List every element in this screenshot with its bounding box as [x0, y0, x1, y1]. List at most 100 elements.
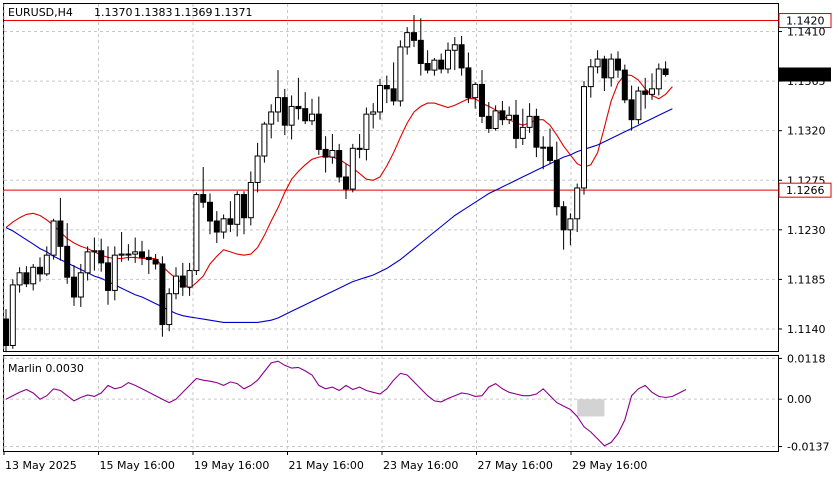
bullish-candle-body [288, 105, 295, 126]
bearish-candle-body [343, 176, 349, 190]
bullish-candle-body [193, 194, 200, 272]
bearish-candle-body [479, 83, 485, 117]
bearish-candle-body [322, 148, 329, 158]
bullish-candle-body [268, 111, 275, 125]
bullish-candle-body [608, 58, 615, 79]
bullish-candle-body [574, 187, 581, 220]
indicator-highlight [577, 399, 605, 417]
bearish-candle-body [560, 206, 567, 231]
indicator-tick-label: 0.00 [787, 393, 812, 406]
bearish-candle-body [159, 263, 166, 326]
bullish-candle-body [16, 272, 23, 286]
bearish-candle-body [356, 147, 363, 150]
bearish-candle-body [71, 276, 77, 298]
bearish-candle-body [417, 39, 424, 64]
bullish-candle-body [445, 49, 451, 70]
level-tag [778, 182, 832, 198]
bullish-candle-body [118, 253, 125, 256]
bullish-candle-body [125, 253, 132, 256]
price-panel-frame [3, 3, 779, 352]
price-grid [3, 4, 778, 351]
bearish-candle-body [465, 67, 472, 99]
price-tick-label: 1.1230 [787, 224, 826, 237]
bullish-candle-body [349, 147, 356, 190]
bullish-candle-body [363, 113, 370, 150]
bearish-candle-body [513, 114, 519, 139]
bullish-candle-body [186, 270, 193, 288]
bullish-candle-body [84, 251, 91, 274]
time-tick-label: 21 May 16:00 [289, 459, 364, 472]
bearish-candle-body [615, 58, 621, 71]
bullish-candle-body [43, 254, 50, 275]
indicator-highlight-box [577, 399, 605, 417]
time-tick-label: 29 May 16:00 [572, 459, 647, 472]
level-tag [778, 13, 832, 29]
bullish-candle-body [91, 250, 98, 253]
price-tags: 1.1420 1.1266 1.1371 [778, 13, 832, 198]
indicator-line [5, 360, 687, 447]
price-tick-label: 1.1320 [787, 125, 826, 138]
bullish-candle-body [309, 113, 315, 122]
close-value: 1.1371 [214, 6, 253, 19]
bearish-candle-body [145, 256, 152, 261]
high-value: 1.1383 [134, 6, 173, 19]
time-tick-label: 23 May 16:00 [383, 459, 458, 472]
bearish-candle-body [227, 218, 234, 225]
bullish-candle-body [581, 86, 587, 189]
bearish-candle-body [662, 68, 669, 76]
bearish-candle-body [213, 220, 220, 233]
bullish-candle-body [261, 123, 268, 157]
bullish-candle-body [111, 254, 118, 291]
bearish-candle-body [601, 58, 608, 79]
bearish-candle-body [207, 201, 213, 222]
time-tick-label: 13 May 2025 [5, 459, 77, 472]
bearish-candle-body [547, 146, 553, 161]
bullish-candle-body [519, 126, 526, 139]
bearish-candle-body [628, 99, 635, 121]
bearish-candle-body [139, 251, 145, 258]
bearish-candle-body [621, 69, 628, 101]
bullish-candle-body [506, 114, 513, 121]
price-tick-label: 1.1140 [787, 323, 826, 336]
bearish-candle-body [152, 259, 159, 265]
candlesticks [3, 15, 669, 353]
bearish-candle-body [383, 85, 390, 90]
bullish-candle-body [655, 68, 662, 90]
bearish-candle-body [37, 266, 43, 275]
bullish-candle-body [431, 59, 438, 71]
bearish-candle-body [424, 62, 431, 71]
bullish-candle-body [329, 150, 336, 158]
bullish-candle-body [492, 110, 499, 129]
marlin-line [5, 360, 687, 447]
bullish-candle-body [635, 90, 642, 121]
bullish-candle-body [275, 97, 281, 113]
last-price-label: 1.1371 [786, 69, 825, 82]
bullish-candle-body [9, 284, 16, 346]
horizontal-levels [4, 20, 778, 191]
bullish-candle-body [540, 146, 547, 149]
bullish-candle-body [220, 218, 227, 233]
bearish-candle-body [411, 32, 417, 41]
bullish-candle-body [234, 194, 241, 225]
bullish-candle-body [397, 46, 404, 102]
indicator-axis: 0.0118 0.00 -0.0137 [778, 352, 829, 454]
bullish-candle-body [173, 275, 179, 295]
bearish-candle-body [458, 44, 465, 69]
symbol-label: EURUSD,H4 [8, 6, 73, 19]
bearish-candle-body [179, 275, 186, 288]
bullish-candle-body [377, 85, 383, 113]
bullish-candle-body [30, 266, 37, 285]
bearish-candle-body [553, 159, 560, 208]
bearish-candle-body [64, 245, 71, 278]
bearish-candle-body [3, 318, 9, 346]
bearish-candle-body [642, 90, 649, 95]
bullish-candle-body [526, 115, 533, 128]
bearish-candle-body [105, 262, 111, 291]
indicator-tick-label: 0.0118 [787, 352, 826, 365]
bullish-candle-body [166, 293, 173, 326]
last-price-tag [779, 67, 831, 82]
level-tag-label: 1.1420 [786, 15, 825, 28]
bearish-candle-body [98, 250, 105, 264]
bearish-candle-body [485, 115, 492, 129]
bearish-candle-body [200, 194, 207, 203]
